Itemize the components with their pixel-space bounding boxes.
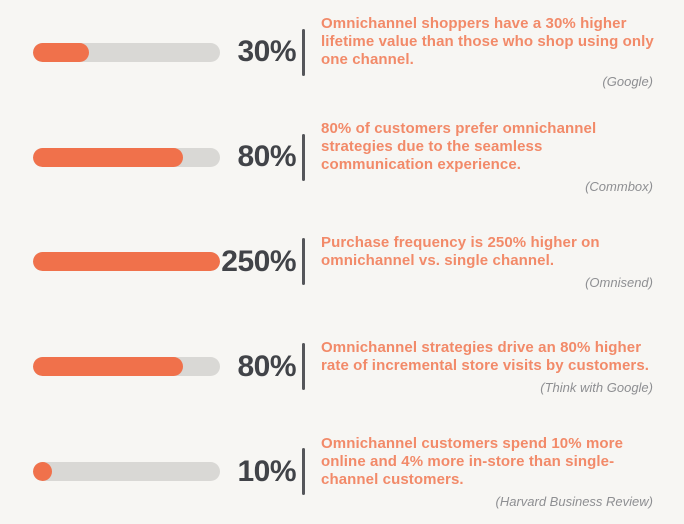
stat-text-block: Omnichannel customers spend 10% more onl… — [321, 435, 655, 509]
stat-source: (Think with Google) — [540, 379, 653, 395]
stat-description: Purchase frequency is 250% higher on omn… — [321, 233, 600, 269]
progress-bar — [33, 462, 220, 482]
progress-track — [33, 357, 220, 377]
vertical-divider — [302, 28, 305, 76]
stat-source: (Omnisend) — [585, 274, 653, 290]
progress-track — [33, 42, 220, 62]
stat-description: 80% of customers prefer omnichannel stra… — [321, 120, 597, 174]
stat-value: 80% — [237, 140, 296, 174]
vertical-divider — [302, 238, 305, 286]
progress-bar — [33, 357, 220, 377]
stat-row: 30% Omnichannel shoppers have a 30% high… — [0, 0, 684, 105]
progress-fill — [33, 147, 183, 167]
stat-text-block: Omnichannel strategies drive an 80% high… — [321, 339, 655, 395]
stat-row: 80% 80% of customers prefer omnichannel … — [0, 105, 684, 210]
stat-source: (Google) — [602, 74, 653, 90]
stat-text-block: 80% of customers prefer omnichannel stra… — [321, 120, 655, 194]
stat-text-block: Omnichannel shoppers have a 30% higher l… — [321, 15, 655, 89]
vertical-divider — [302, 448, 305, 496]
stat-value: 30% — [237, 35, 296, 69]
stat-row: 80% Omnichannel strategies drive an 80% … — [0, 314, 684, 419]
stat-value: 250% — [221, 244, 296, 278]
progress-fill — [33, 42, 90, 62]
progress-track — [33, 462, 220, 482]
progress-bar — [33, 42, 220, 62]
stat-row: 250% Purchase frequency is 250% higher o… — [0, 210, 684, 315]
progress-bar — [33, 252, 220, 272]
progress-track — [33, 147, 220, 167]
progress-fill — [33, 462, 52, 482]
stat-description: Omnichannel customers spend 10% more onl… — [321, 434, 624, 488]
progress-bar — [33, 147, 220, 167]
vertical-divider — [302, 343, 305, 391]
vertical-divider — [302, 133, 305, 181]
stat-text-block: Purchase frequency is 250% higher on omn… — [321, 234, 655, 290]
stat-value: 80% — [237, 349, 296, 383]
stat-value: 10% — [237, 454, 296, 488]
progress-fill — [33, 252, 220, 272]
progress-fill — [33, 357, 183, 377]
stat-description: Omnichannel shoppers have a 30% higher l… — [321, 15, 654, 69]
stat-source: (Harvard Business Review) — [495, 493, 654, 509]
progress-track — [33, 252, 220, 272]
stat-row: 10% Omnichannel customers spend 10% more… — [0, 419, 684, 524]
stat-source: (Commbox) — [585, 179, 653, 195]
stat-description: Omnichannel strategies drive an 80% high… — [321, 338, 650, 374]
